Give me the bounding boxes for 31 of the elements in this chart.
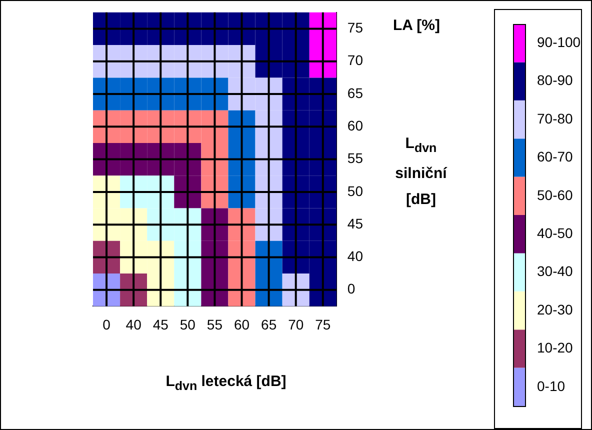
x-tick-label: 50 xyxy=(180,316,196,332)
color-bar-label: 80-90 xyxy=(537,72,574,88)
x-tick-label: 40 xyxy=(126,316,142,332)
y-tick-label: 55 xyxy=(347,150,364,166)
legend-title: LA [%] xyxy=(393,17,440,34)
color-bar-label: 10-20 xyxy=(537,340,574,356)
y-tick-label: 40 xyxy=(347,248,364,264)
y-tick-label: 45 xyxy=(347,215,364,232)
color-bar-label: 20-30 xyxy=(537,301,574,318)
y-tick-label: 70 xyxy=(347,52,364,68)
y-tick-label: 50 xyxy=(347,182,364,199)
color-bar-label: 50-60 xyxy=(537,186,574,203)
x-tick-label: 70 xyxy=(288,316,304,332)
color-bar-label: 30-40 xyxy=(537,263,574,280)
x-tick-label: 55 xyxy=(206,316,223,332)
y-axis-title: L$_{dvn}$ silniční [dB] xyxy=(394,134,448,210)
color-bar-label: 70-80 xyxy=(537,110,574,126)
y-tick-label: 60 xyxy=(347,118,364,134)
x-tick-label: 45 xyxy=(152,316,169,332)
color-bar-label: 60-70 xyxy=(537,148,574,165)
x-tick-label: 0 xyxy=(102,316,111,332)
color-bar-label: 40-50 xyxy=(537,224,574,241)
y-tick-label: 65 xyxy=(347,84,364,101)
x-axis-title: L$_{dvn}$ letecká [dB] xyxy=(164,373,288,393)
y-tick-label: 0 xyxy=(347,280,356,297)
color-bar-label: 90-100 xyxy=(537,34,581,50)
y-tick-label: 75 xyxy=(347,20,364,36)
x-tick-label: 60 xyxy=(234,316,250,332)
x-tick-label: 75 xyxy=(315,316,331,332)
x-tick-label: 65 xyxy=(261,316,277,332)
color-bar-label: 0-10 xyxy=(537,378,566,394)
